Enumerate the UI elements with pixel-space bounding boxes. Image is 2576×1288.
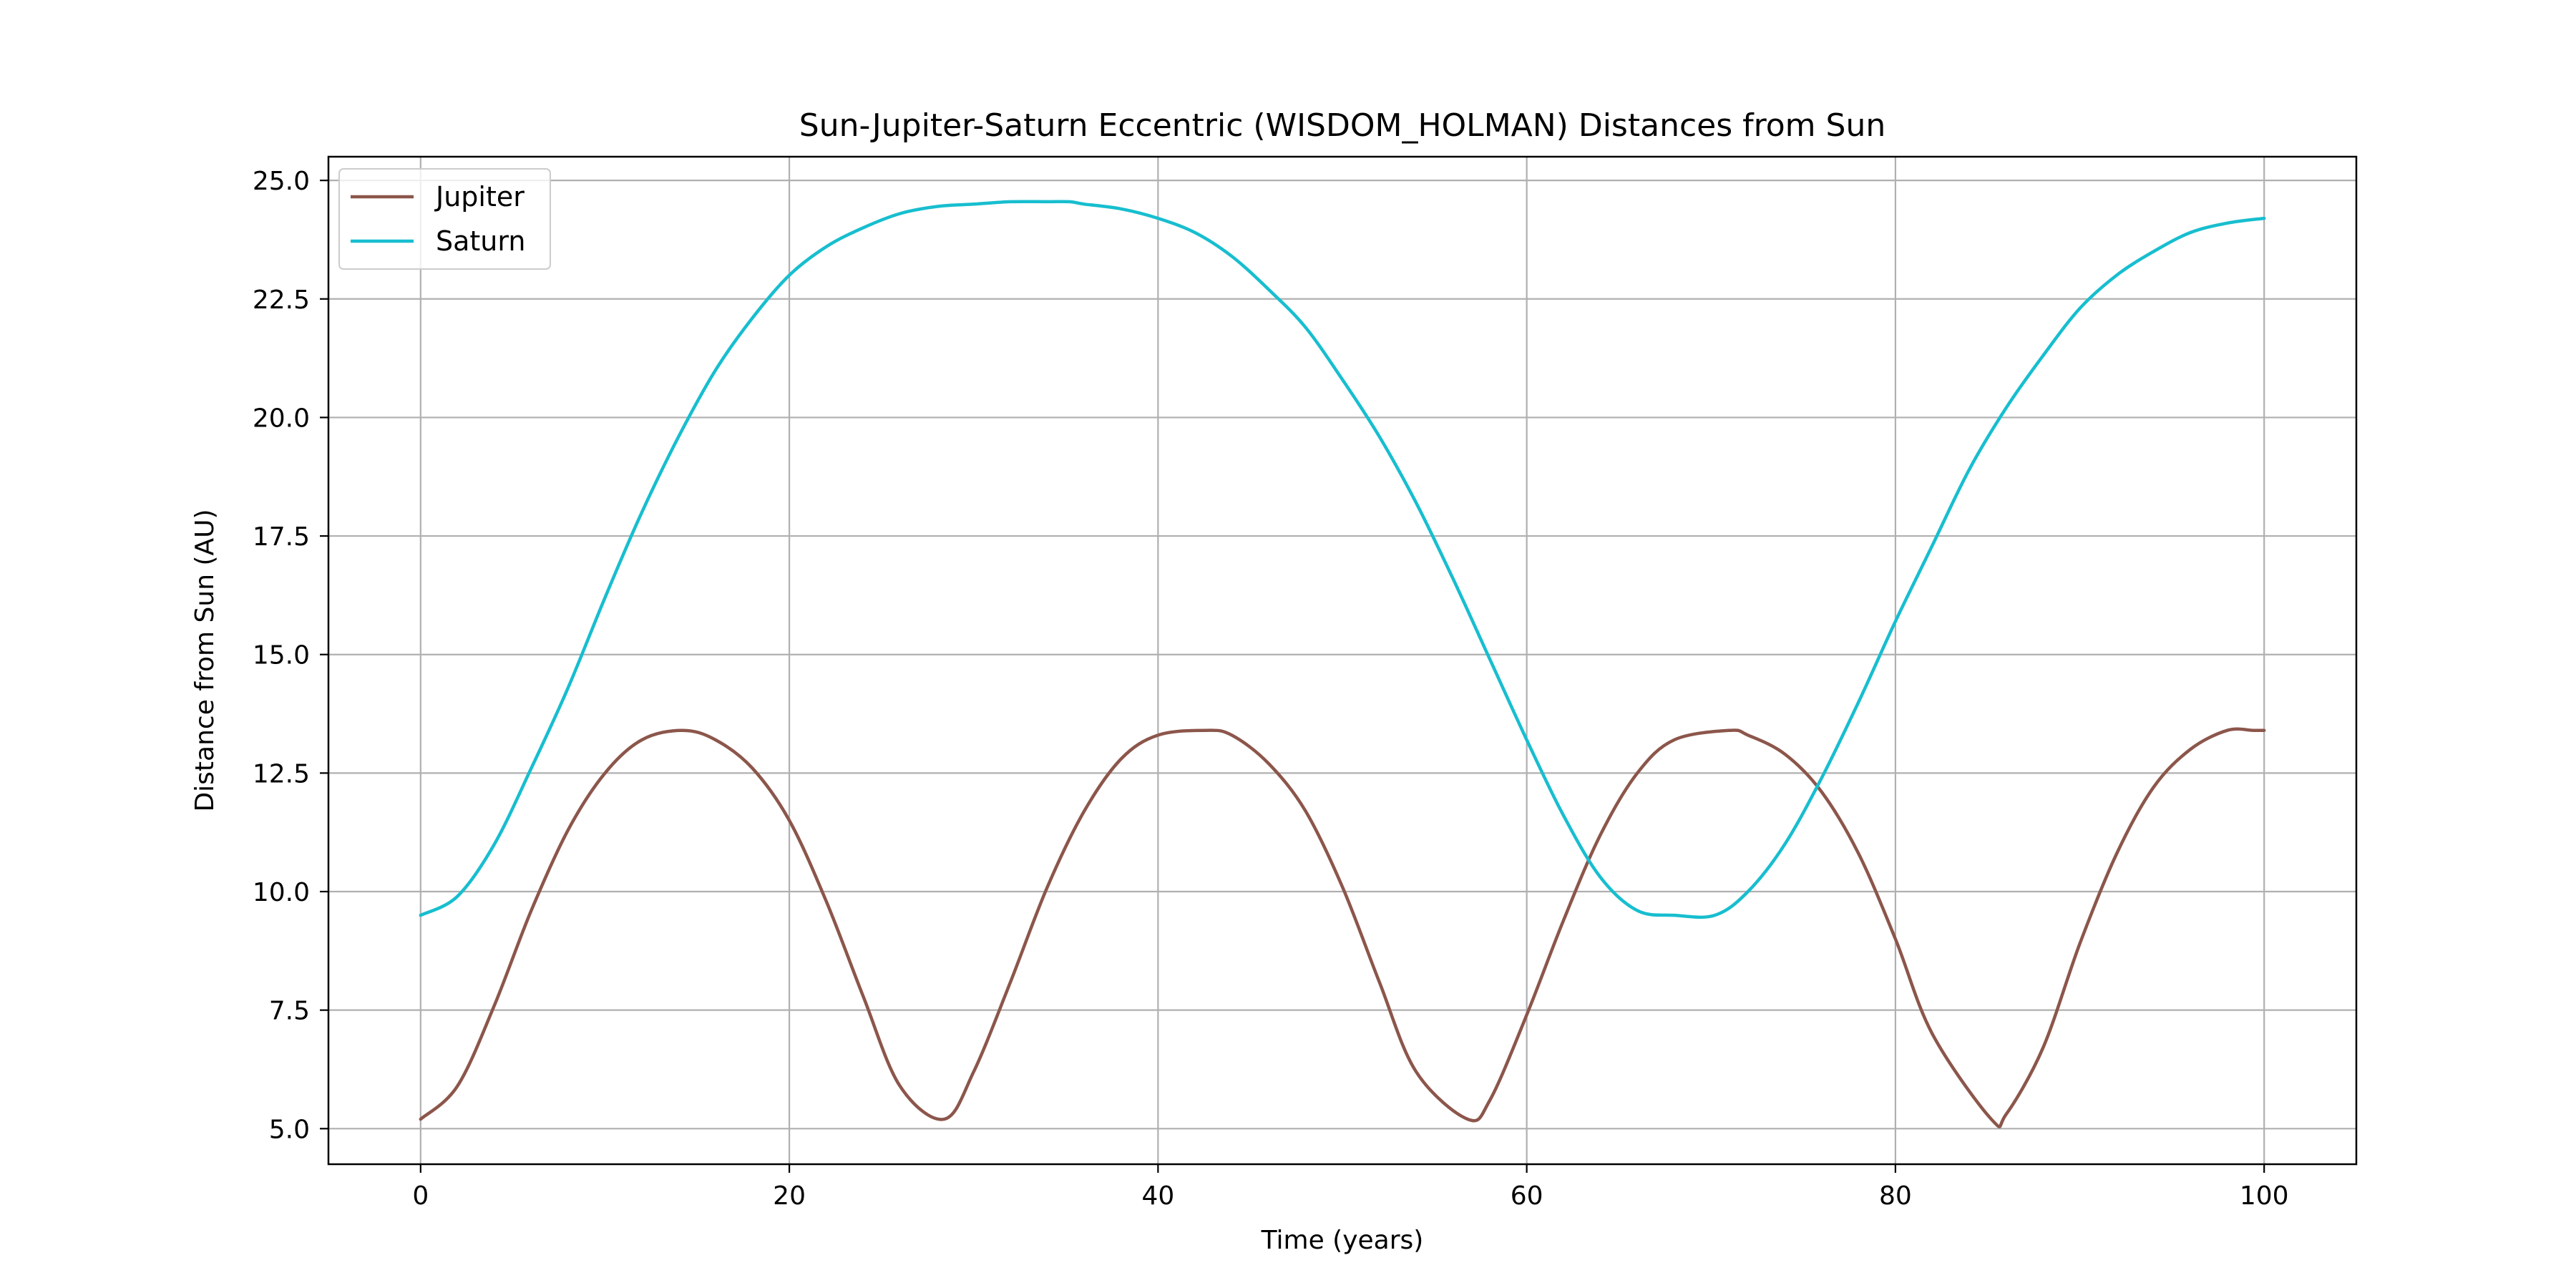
- tick-layer: 0 20 40 60 80 100 5.0 7.5 10.0 12.5 15.0 17.5 20.0 22…: [253, 167, 2289, 1211]
- legend-label-jupiter: Jupiter: [434, 181, 525, 213]
- grid-layer: [328, 157, 2356, 1164]
- x-tick-label-0: 0: [412, 1181, 429, 1211]
- y-tick-label-5: 17.5: [253, 522, 310, 552]
- y-tick-label-6: 20.0: [253, 404, 310, 433]
- legend: Jupiter Saturn: [338, 168, 551, 270]
- series-line-jupiter: [419, 727, 2266, 1128]
- plot-frame: [327, 155, 2358, 1166]
- series-line-saturn: [419, 200, 2266, 919]
- y-tick-label-8: 25.0: [253, 167, 310, 196]
- x-tick-label-1: 20: [773, 1181, 806, 1211]
- legend-box: [338, 168, 551, 270]
- chart-title: Sun-Jupiter-Saturn Eccentric (WISDOM_HOL…: [799, 107, 1885, 144]
- y-tick-label-2: 10.0: [253, 878, 310, 907]
- legend-label-saturn: Saturn: [436, 225, 525, 257]
- series-layer: [419, 200, 2266, 1128]
- x-tick-label-4: 80: [1879, 1181, 1912, 1211]
- y-tick-label-7: 22.5: [253, 286, 310, 315]
- x-axis-label: Time (years): [1261, 1226, 1424, 1255]
- y-tick-label-0: 5.0: [269, 1115, 310, 1144]
- y-tick-label-3: 12.5: [253, 759, 310, 789]
- x-tick-label-3: 60: [1511, 1181, 1543, 1211]
- y-tick-label-4: 15.0: [253, 641, 310, 670]
- y-tick-label-1: 7.5: [269, 997, 310, 1026]
- y-axis-label: Distance from Sun (AU): [190, 509, 220, 811]
- x-tick-label-2: 40: [1141, 1181, 1174, 1211]
- x-tick-label-5: 100: [2240, 1181, 2289, 1211]
